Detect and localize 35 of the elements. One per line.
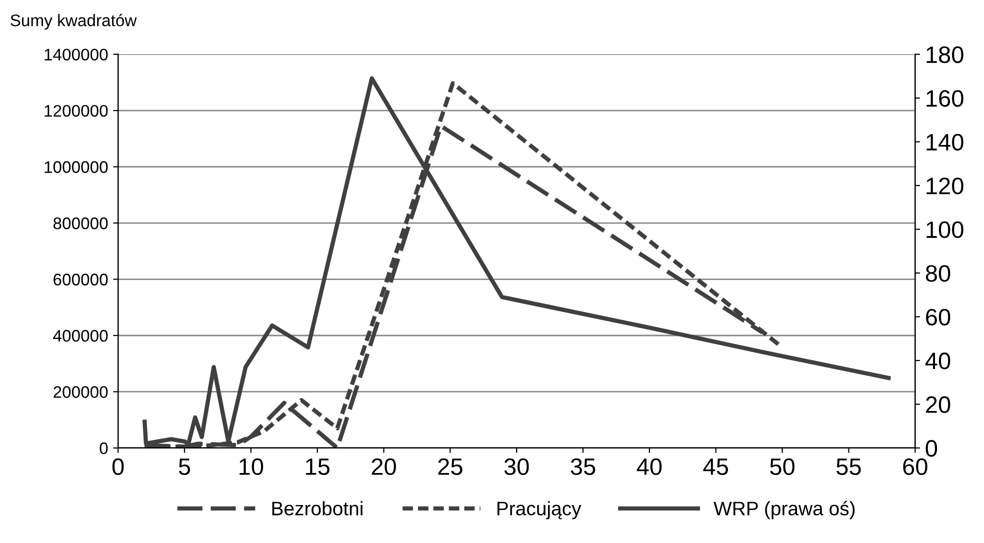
y2-tick-label: 40 [925,352,950,370]
y-tick-label: 0 [100,442,108,454]
legend-label: Pracujący [498,501,582,520]
x-tick-label: 30 [504,458,529,476]
x-tick-label: 45 [703,458,728,476]
y2-tick-label: 60 [926,308,950,326]
y2-tick-label: 120 [926,178,964,194]
x-tick-label: 60 [903,458,928,476]
y2-tick-label: 80 [926,265,950,282]
x-tick-label: 20 [372,458,396,476]
y-tick-label: 400000 [53,330,108,342]
y-tick-label: 1000000 [44,161,108,173]
y-tick-label: 800000 [53,217,108,230]
x-tick-label: 0 [112,458,124,476]
x-tick-label: 5 [178,458,190,476]
y2-tick-label: 160 [926,90,964,107]
y-tick-label: 200000 [54,386,108,398]
x-tick-label: 40 [636,458,662,476]
y2-tick-label: 180 [926,46,964,64]
y-tick-label: 1200000 [44,104,108,117]
y2-tick-label: 100 [926,221,964,238]
y-tick-label: 600000 [54,274,108,286]
y-tick-label: 1400000 [44,48,108,61]
x-tick-label: 15 [306,458,330,476]
y2-tick-label: 0 [926,440,938,457]
x-tick-label: 25 [438,458,462,476]
x-tick-label: 35 [570,458,596,476]
x-tick-label: 55 [836,458,861,476]
x-tick-label: 10 [240,458,264,476]
y2-tick-label: 140 [926,134,964,151]
x-tick-label: 50 [770,458,794,476]
y-axis-title: Sumy kwadratów [10,14,137,30]
legend-label: Bezrobotni [272,501,362,516]
legend-label: WRP (prawa oś) [714,500,855,520]
y2-tick-label: 20 [926,396,950,414]
